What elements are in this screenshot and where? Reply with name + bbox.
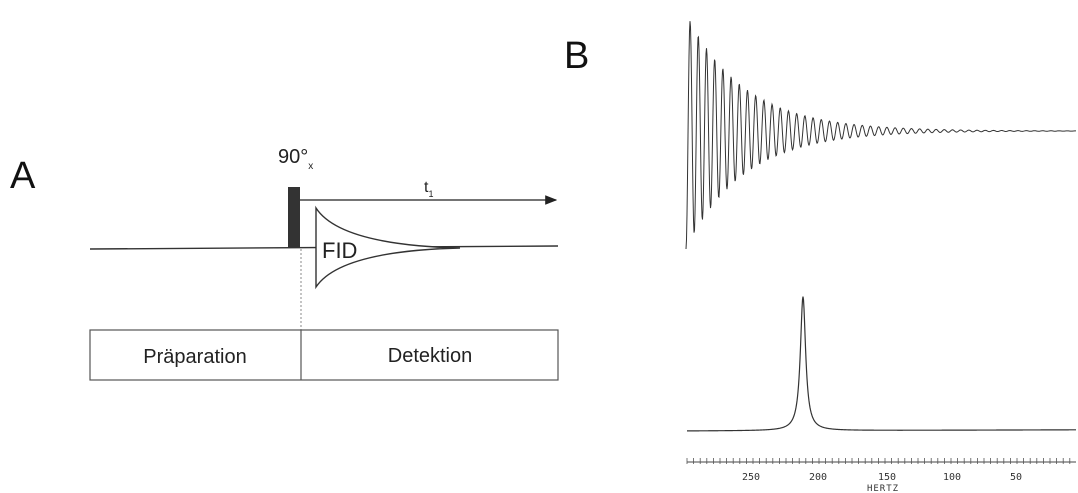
panel-label-b: B [564,35,590,77]
fid-label: FID [322,238,357,263]
tick-label: 150 [878,472,896,483]
fid-waveform [685,21,1077,250]
frequency-axis-title: HERTZ [867,484,899,493]
spectrum-line [687,296,1077,432]
pulse-block [288,187,300,248]
tick-label: 50 [1010,472,1022,483]
fid-envelope [315,205,461,290]
time-label: t1 [424,179,433,199]
phase-box [89,329,559,381]
pulse-sequence-diagram: 90°x t1 FID Präparation Detektion [89,146,559,381]
fid-trace-plot [685,21,1077,250]
phase-label-detection: Detektion [388,345,473,367]
phase-label-preparation: Präparation [143,346,246,368]
frequency-axis-minor-ticks [686,458,1071,464]
tick-label: 200 [809,472,827,483]
tick-label: 100 [943,472,961,483]
tick-label: 250 [742,472,760,483]
nmr-spectrum-plot: 250 200 150 100 50 HERTZ [686,296,1077,493]
pulse-label: 90°x [278,146,313,172]
frequency-axis-tick-labels: 250 200 150 100 50 [742,472,1022,483]
panel-label-a: A [10,155,36,197]
